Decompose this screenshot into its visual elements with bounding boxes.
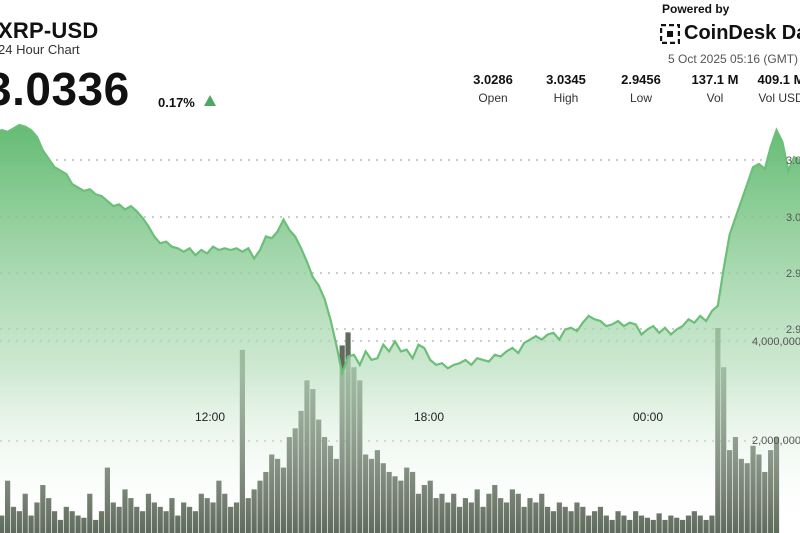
stat-label: Low <box>629 91 652 105</box>
price-area <box>0 125 800 533</box>
price-tick-label: 2.9 <box>786 324 800 336</box>
x-tick-label: 18:00 <box>414 410 444 424</box>
volume-tick-label: 4,000,000 <box>752 336 800 348</box>
coindesk-mark-icon <box>660 23 680 44</box>
price-change: 0.17% <box>158 95 195 110</box>
stat-label: Vol <box>706 91 724 105</box>
stat-value: 3.0286 <box>473 72 513 87</box>
chart-subtitle: 24 Hour Chart <box>0 42 80 57</box>
current-price: 3.0336 <box>0 63 130 115</box>
price-tick-label: 2.9 <box>786 268 800 280</box>
stat-value: 2.9456 <box>621 72 661 87</box>
stat-vol-usd: 409.1 M Vol USD <box>746 72 800 105</box>
price-tick-label: 3.0 <box>786 155 800 167</box>
stat-label: Vol USD <box>758 91 800 105</box>
timestamp: 5 Oct 2025 05:16 (GMT) <box>668 52 799 66</box>
stat-value: 3.0345 <box>546 72 586 87</box>
powered-by-label: Powered by <box>662 2 730 16</box>
logo-text: CoinDesk Data <box>684 22 800 44</box>
stat-vol: 137.1 M Vol <box>680 72 750 105</box>
stat-low: 2.9456 Low <box>606 72 676 105</box>
stat-value: 137.1 M <box>691 72 739 87</box>
stat-label: High <box>553 91 579 105</box>
price-line <box>0 123 800 378</box>
stat-value: 409.1 M <box>757 72 800 87</box>
up-triangle-icon <box>204 95 216 106</box>
coindesk-logo: CoinDesk Data <box>660 22 800 45</box>
price-tick-label: 3.0 <box>786 212 800 224</box>
x-tick-label: 00:00 <box>633 410 663 424</box>
stat-high: 3.0345 High <box>531 72 601 105</box>
stat-open: 3.0286 Open <box>458 72 528 105</box>
pair-title: XRP-USD <box>0 18 99 43</box>
volume-tick-label: 2,000,000 <box>752 435 800 447</box>
stat-label: Open <box>478 91 508 105</box>
x-tick-label: 12:00 <box>195 410 225 424</box>
